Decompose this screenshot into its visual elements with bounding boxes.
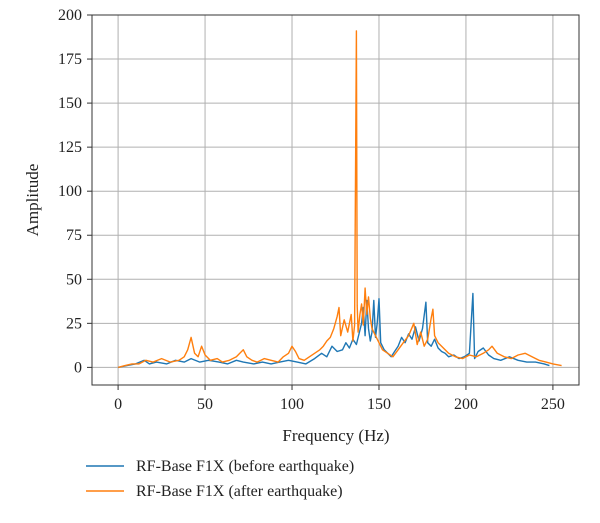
legend: RF-Base F1X (before earthquake) RF-Base F… xyxy=(86,458,354,500)
series-line-after xyxy=(117,30,562,369)
y-tick-label: 175 xyxy=(58,51,82,68)
legend-label: RF-Base F1X (after earthquake) xyxy=(136,483,343,500)
y-tick-label: 0 xyxy=(74,359,82,376)
y-tick-label: 25 xyxy=(66,315,82,332)
y-tick-label: 75 xyxy=(66,227,82,244)
series-line-before xyxy=(117,292,550,369)
y-tick-label: 50 xyxy=(66,271,82,288)
x-tick-label: 0 xyxy=(114,396,122,413)
plot-frame xyxy=(91,14,580,386)
y-tick-label: 200 xyxy=(58,7,82,24)
x-tick-label: 250 xyxy=(541,396,565,413)
x-tick-label: 50 xyxy=(197,396,213,413)
y-tick-label: 150 xyxy=(58,95,82,112)
x-axis: 0 50 100 150 200 250 xyxy=(114,385,565,413)
x-tick-label: 100 xyxy=(280,396,304,413)
legend-item: RF-Base F1X (after earthquake) xyxy=(86,483,343,500)
x-tick-label: 150 xyxy=(367,396,391,413)
x-axis-label: Frequency (Hz) xyxy=(282,426,389,445)
y-tick-label: 100 xyxy=(58,183,82,200)
y-tick-label: 125 xyxy=(58,139,82,156)
legend-item: RF-Base F1X (before earthquake) xyxy=(86,458,354,475)
grid xyxy=(92,14,579,385)
series-layer xyxy=(117,30,562,369)
y-axis-label: Amplitude xyxy=(23,164,42,237)
legend-label: RF-Base F1X (before earthquake) xyxy=(136,458,354,475)
y-axis: 0 25 50 75 100 125 150 175 200 xyxy=(58,7,92,376)
x-tick-label: 200 xyxy=(454,396,478,413)
